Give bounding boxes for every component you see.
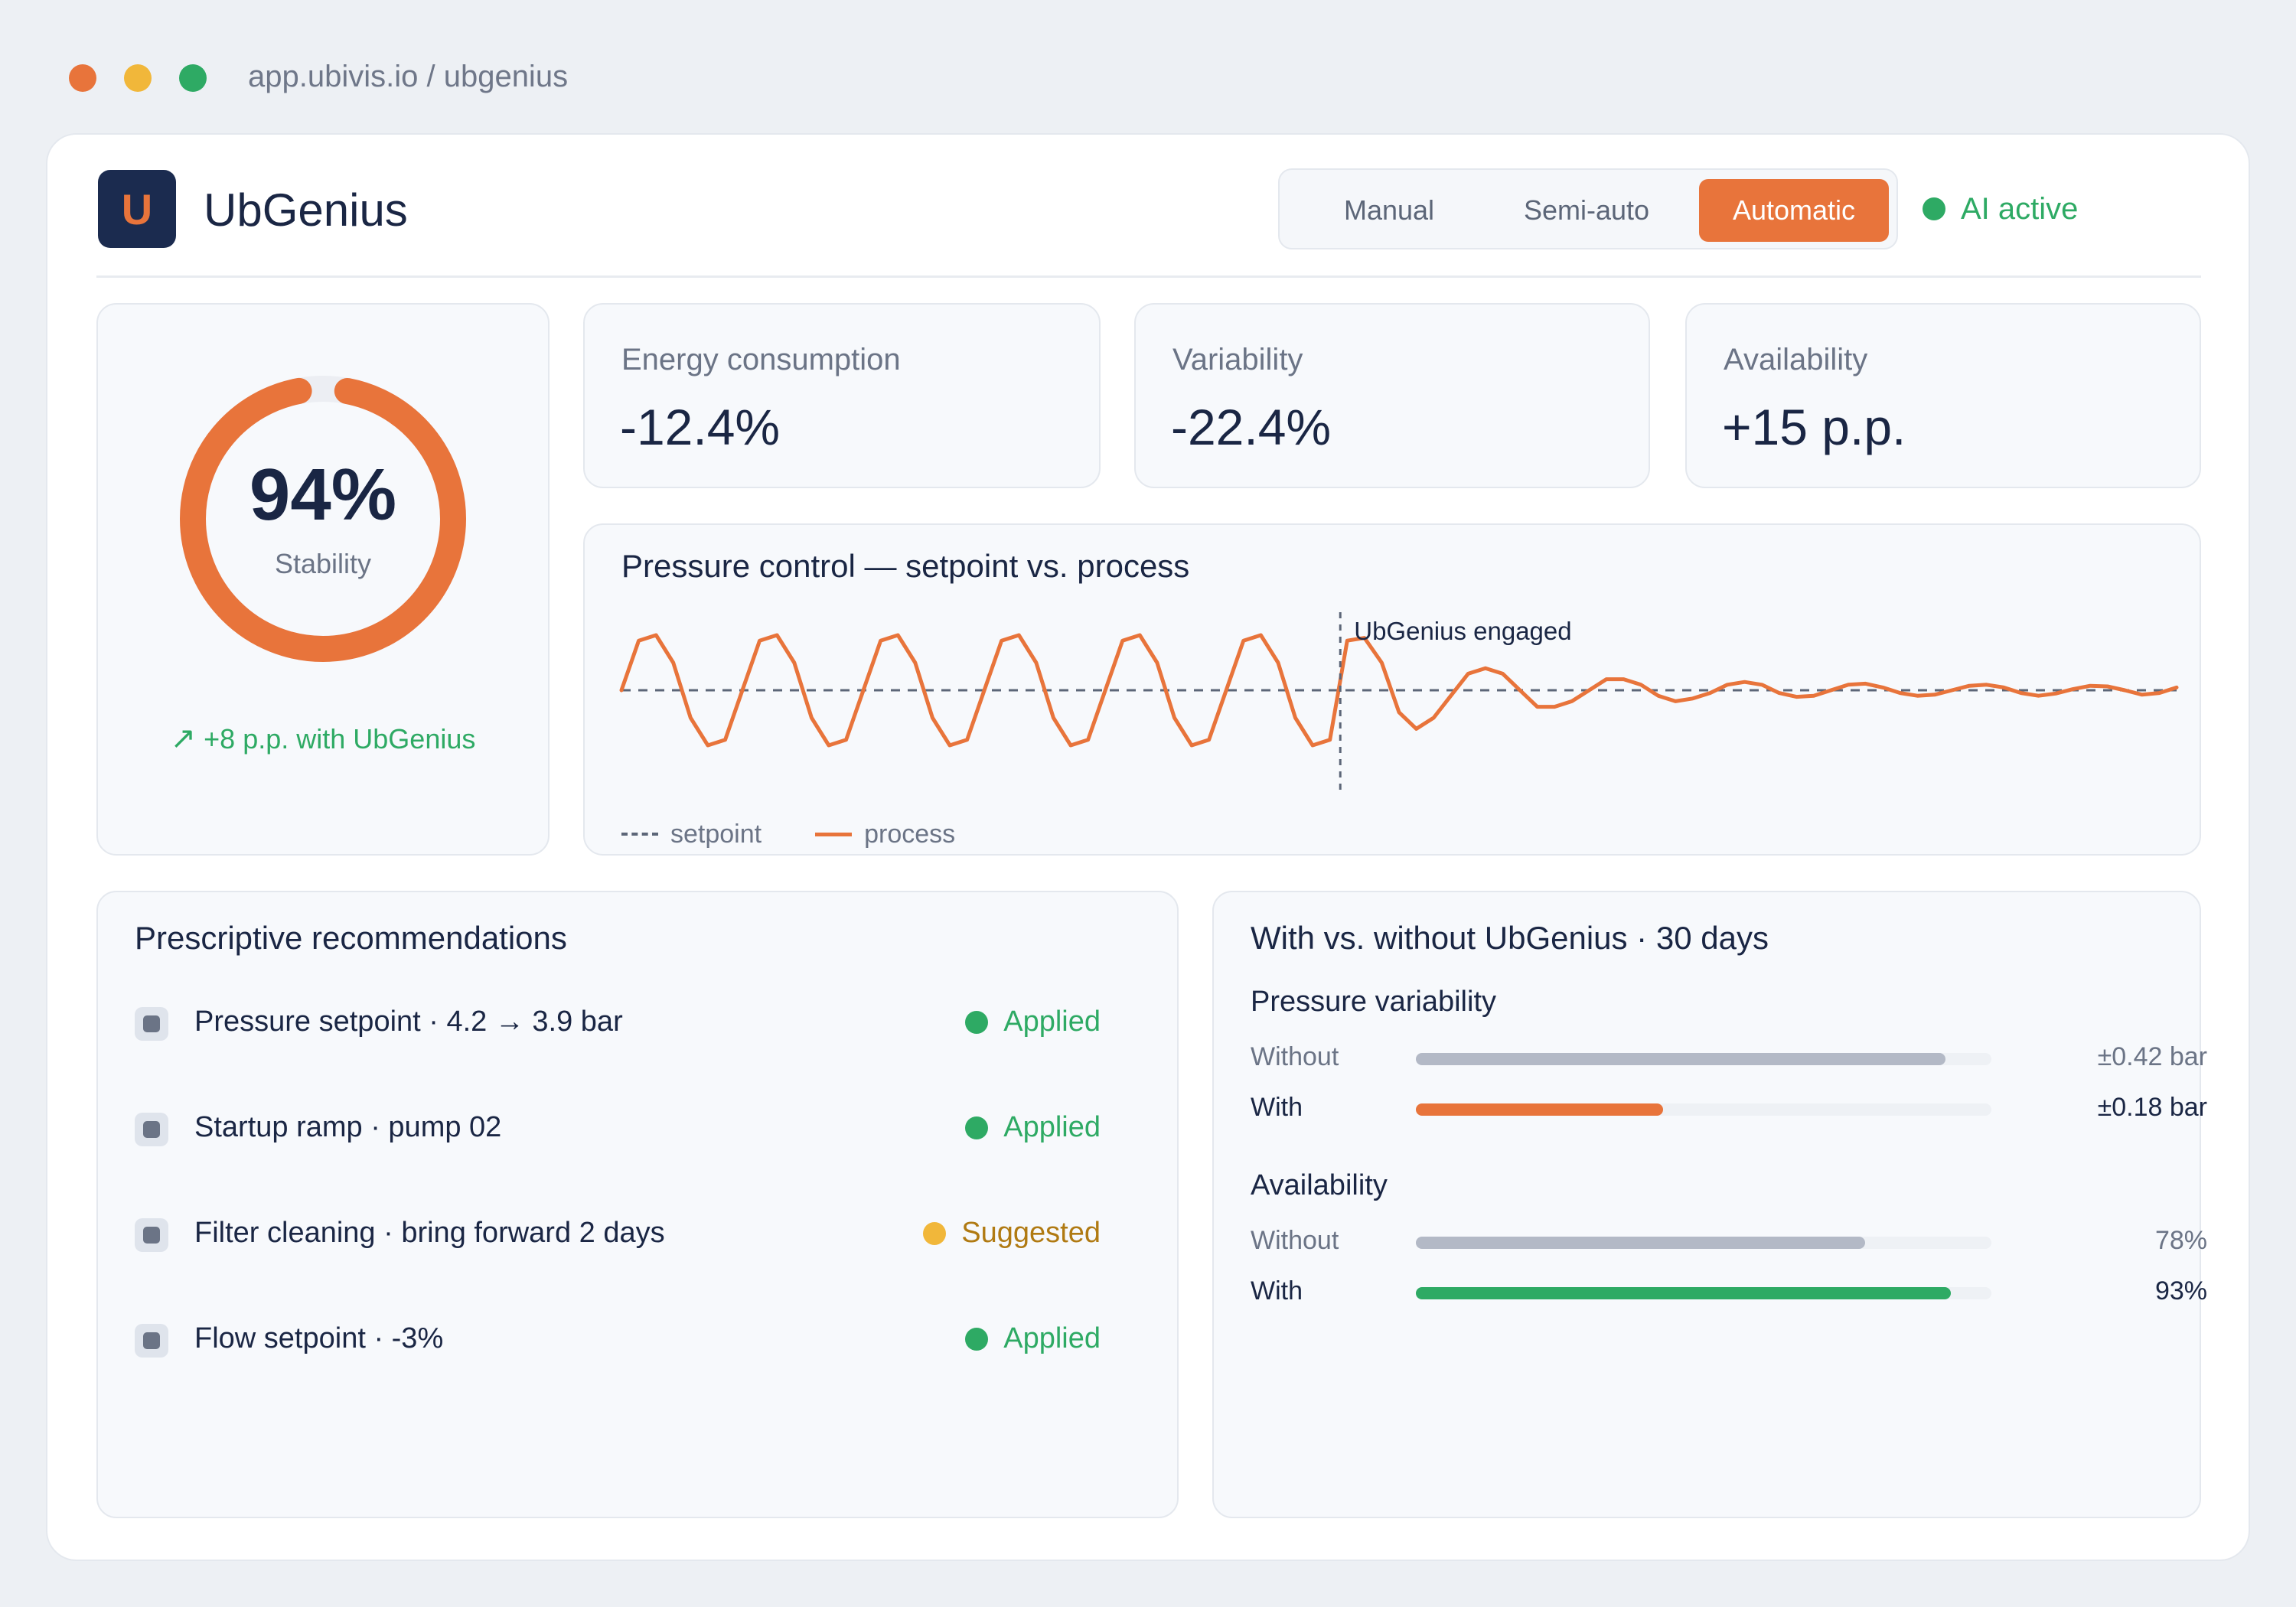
recommendation-checkbox[interactable]	[135, 1007, 168, 1041]
comparison-row-value: ±0.42 bar	[2097, 1042, 2207, 1071]
recommendations-card: Prescriptive recommendations Pressure se…	[96, 891, 1179, 1518]
comparison-title: With vs. without UbGenius · 30 days	[1251, 920, 1769, 956]
recommendation-text: Flow setpoint · -3%	[194, 1322, 444, 1354]
recommendations-title: Prescriptive recommendations	[135, 920, 567, 956]
status-dot	[923, 1221, 947, 1245]
recommendation-checkbox[interactable]	[135, 1324, 168, 1358]
recommendation-checkbox[interactable]	[135, 1113, 168, 1146]
chart-title: Pressure control — setpoint vs. process	[621, 548, 1190, 584]
comparison-bar-track	[1416, 1237, 1991, 1249]
comparison-bar-fill	[1416, 1237, 1865, 1249]
ai-status: AI active	[1923, 190, 2078, 228]
kpi-label: Energy consumption	[621, 343, 901, 376]
comparison-row-label: With	[1251, 1093, 1303, 1122]
recommendation-item[interactable]: Pressure setpoint · 4.2 → 3.9 bar Applie…	[135, 1001, 1101, 1047]
minimize-window-dot[interactable]	[124, 64, 152, 92]
mode-semi-auto-button[interactable]: Semi-auto	[1523, 194, 1650, 226]
mode-selector: Manual Semi-auto Automatic	[1278, 168, 1898, 249]
comparison-row-label: Without	[1251, 1042, 1339, 1071]
recommendation-text: Pressure setpoint · 4.2 → 3.9 bar	[194, 1006, 623, 1038]
kpi-value: +15 p.p.	[1722, 399, 1906, 455]
chart-legend: setpoint process	[621, 817, 955, 851]
process-series-line	[619, 633, 2179, 748]
comparison-bar-track	[1416, 1103, 1991, 1116]
comparison-row-without: Without 78%	[1251, 1221, 2207, 1260]
setpoint-legend-label: setpoint	[670, 819, 762, 849]
ai-status-dot	[1923, 197, 1945, 220]
recommendation-status: Suggested	[923, 1217, 1101, 1250]
recommendation-item[interactable]: Flow setpoint · -3% Applied	[135, 1318, 1101, 1364]
gauge-progress-arc	[180, 376, 466, 662]
header-divider	[96, 275, 2201, 278]
status-label: Applied	[1003, 1006, 1101, 1038]
comparison-bar-fill	[1416, 1053, 1945, 1065]
kpi-card-energy: Energy consumption -12.4%	[583, 303, 1101, 488]
app-window: U UbGenius Manual Semi-auto Automatic AI…	[46, 133, 2250, 1561]
recommendation-item[interactable]: Filter cleaning · bring forward 2 days S…	[135, 1212, 1101, 1258]
recommendation-text: Startup ramp · pump 02	[194, 1111, 502, 1143]
comparison-bar-fill	[1416, 1287, 1952, 1299]
comparison-row-label: With	[1251, 1276, 1303, 1305]
kpi-value: -12.4%	[620, 399, 781, 455]
stability-value: 94%	[249, 454, 397, 536]
ai-status-label: AI active	[1961, 191, 2079, 226]
comparison-row-with: With 93%	[1251, 1272, 2207, 1310]
status-label: Applied	[1003, 1111, 1101, 1143]
kpi-value: -22.4%	[1171, 399, 1332, 455]
url-bar[interactable]: app.ubivis.io / ubgenius	[248, 60, 569, 93]
comparison-card: With vs. without UbGenius · 30 days Pres…	[1212, 891, 2207, 1518]
status-dot	[965, 1116, 989, 1139]
recommendation-status: Applied	[965, 1111, 1101, 1144]
recommendation-text: Filter cleaning · bring forward 2 days	[194, 1217, 665, 1249]
comparison-row-label: Without	[1251, 1226, 1339, 1255]
comparison-row-value: 93%	[2154, 1276, 2207, 1305]
kpi-label: Variability	[1172, 343, 1303, 376]
recommendation-item[interactable]: Startup ramp · pump 02 Applied	[135, 1107, 1101, 1152]
recommendation-status: Applied	[965, 1322, 1101, 1355]
comparison-group-label: Pressure variability	[1251, 986, 1496, 1018]
status-dot	[965, 1327, 989, 1351]
engaged-annotation: UbGenius engaged	[1354, 617, 1571, 645]
pressure-chart: UbGenius engaged	[619, 612, 2179, 796]
stability-delta: ↗ +8 p.p. with UbGenius	[98, 721, 548, 756]
app-title: UbGenius	[204, 184, 408, 236]
comparison-bar-track	[1416, 1287, 1991, 1299]
comparison-row-value: 78%	[2154, 1226, 2207, 1255]
close-window-dot[interactable]	[69, 64, 96, 92]
kpi-card-availability: Availability +15 p.p.	[1685, 303, 2201, 488]
status-label: Applied	[1003, 1322, 1101, 1354]
comparison-bar-fill	[1416, 1103, 1664, 1116]
process-legend-label: process	[864, 819, 956, 849]
maximize-window-dot[interactable]	[179, 64, 207, 92]
trend-up-icon: ↗	[170, 722, 197, 755]
stability-gauge: 94% Stability	[178, 373, 468, 664]
comparison-bar-track	[1416, 1053, 1991, 1065]
recommendation-checkbox[interactable]	[135, 1218, 168, 1252]
app-logo: U	[98, 170, 176, 248]
mode-manual-button[interactable]: Manual	[1343, 194, 1435, 226]
kpi-label: Availability	[1724, 343, 1868, 376]
mode-automatic-button[interactable]: Automatic	[1699, 179, 1889, 242]
stability-card: 94% Stability ↗ +8 p.p. with UbGenius	[96, 303, 550, 856]
status-label: Suggested	[961, 1217, 1101, 1249]
kpi-card-variability: Variability -22.4%	[1134, 303, 1650, 488]
comparison-row-with: With ±0.18 bar	[1251, 1088, 2207, 1126]
stability-delta-text: +8 p.p. with UbGenius	[204, 723, 476, 755]
status-dot	[965, 1010, 989, 1034]
recommendation-status: Applied	[965, 1006, 1101, 1038]
setpoint-legend-swatch	[621, 833, 658, 836]
pressure-chart-card: Pressure control — setpoint vs. process …	[583, 523, 2201, 856]
comparison-group-label: Availability	[1251, 1169, 1388, 1201]
comparison-row-value: ±0.18 bar	[2097, 1093, 2207, 1122]
stability-label: Stability	[274, 548, 372, 579]
process-legend-swatch	[815, 832, 853, 836]
comparison-row-without: Without ±0.42 bar	[1251, 1038, 2207, 1076]
